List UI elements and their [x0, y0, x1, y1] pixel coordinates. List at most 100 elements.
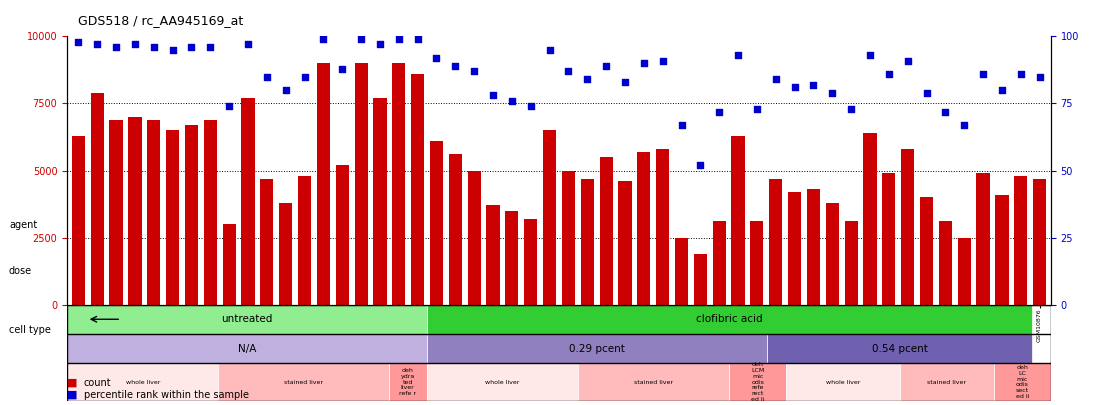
Point	[126, 41, 144, 48]
FancyBboxPatch shape	[67, 334, 427, 363]
Text: dose: dose	[9, 266, 32, 276]
Text: deh
ydra
ted
liver
refe r: deh ydra ted liver refe r	[399, 368, 416, 396]
Bar	[675, 238, 688, 305]
Bar	[505, 211, 519, 305]
Text: whole liver: whole liver	[125, 379, 160, 385]
Text: stained liver: stained liver	[634, 379, 673, 385]
Bar	[731, 136, 745, 305]
Bar	[995, 195, 1008, 305]
Point	[805, 81, 823, 88]
Bar	[599, 157, 613, 305]
Point	[691, 162, 709, 168]
FancyBboxPatch shape	[67, 305, 427, 334]
Point	[767, 76, 785, 83]
Bar	[920, 197, 934, 305]
Bar	[110, 119, 123, 305]
Point	[371, 41, 389, 48]
Point	[201, 44, 219, 50]
Bar	[280, 202, 292, 305]
Bar	[750, 222, 764, 305]
Point	[503, 98, 521, 104]
Point	[522, 103, 540, 109]
FancyBboxPatch shape	[994, 363, 1051, 401]
FancyBboxPatch shape	[427, 363, 578, 401]
FancyBboxPatch shape	[67, 363, 218, 401]
Text: deh
LCM
mic
odis
refe
rect
ed li: deh LCM mic odis refe rect ed li	[751, 362, 765, 402]
Point	[352, 36, 370, 43]
Point	[597, 63, 615, 69]
Bar	[976, 173, 989, 305]
Point	[69, 38, 87, 45]
Bar	[901, 149, 915, 305]
Bar	[203, 119, 217, 305]
FancyBboxPatch shape	[786, 363, 900, 401]
Bar	[788, 192, 802, 305]
Point	[314, 36, 332, 43]
Bar	[562, 171, 575, 305]
Bar	[807, 189, 819, 305]
Bar	[882, 173, 896, 305]
FancyBboxPatch shape	[900, 363, 994, 401]
Point	[635, 60, 653, 66]
Text: ■: ■	[67, 390, 77, 400]
Point	[390, 36, 408, 43]
Text: whole liver: whole liver	[485, 379, 520, 385]
Text: N/A: N/A	[238, 343, 256, 354]
Bar	[72, 136, 85, 305]
Point	[748, 106, 766, 112]
Bar	[1014, 176, 1027, 305]
Point	[729, 52, 747, 58]
Bar	[637, 152, 651, 305]
Text: agent: agent	[9, 220, 37, 230]
Point	[295, 73, 313, 80]
Point	[786, 84, 804, 91]
Text: untreated: untreated	[221, 314, 273, 324]
Bar	[392, 63, 406, 305]
Bar	[580, 179, 594, 305]
Point	[88, 41, 106, 48]
Text: clofibric acid: clofibric acid	[697, 314, 762, 324]
Text: cell type: cell type	[9, 325, 50, 335]
FancyBboxPatch shape	[427, 305, 1032, 334]
Point	[710, 108, 728, 115]
Point	[220, 103, 238, 109]
Text: 0.54 pcent: 0.54 pcent	[872, 343, 928, 354]
Text: deh
LC
mic
odis
sect
ed li: deh LC mic odis sect ed li	[1016, 365, 1030, 399]
Text: ■: ■	[67, 378, 77, 388]
Point	[937, 108, 955, 115]
Bar	[129, 117, 142, 305]
Point	[145, 44, 163, 50]
Bar	[694, 254, 707, 305]
Text: stained liver: stained liver	[284, 379, 323, 385]
FancyBboxPatch shape	[427, 334, 767, 363]
Point	[1031, 73, 1049, 80]
Bar	[769, 179, 783, 305]
Text: GDS518 / rc_AA945169_at: GDS518 / rc_AA945169_at	[78, 14, 244, 27]
FancyBboxPatch shape	[218, 363, 389, 401]
Point	[578, 76, 596, 83]
Bar	[260, 179, 274, 305]
Point	[616, 79, 634, 85]
Bar	[148, 119, 160, 305]
Point	[258, 73, 276, 80]
Bar	[543, 130, 556, 305]
Point	[446, 63, 464, 69]
Text: count: count	[84, 378, 112, 388]
Point	[974, 71, 992, 77]
Point	[861, 52, 879, 58]
FancyBboxPatch shape	[578, 363, 729, 401]
Point	[239, 41, 257, 48]
Point	[880, 71, 898, 77]
Text: 0.29 pcent: 0.29 pcent	[569, 343, 625, 354]
Point	[484, 92, 502, 99]
Point	[333, 65, 351, 72]
Point	[409, 36, 427, 43]
Bar	[939, 222, 951, 305]
Bar	[826, 202, 838, 305]
Bar	[184, 125, 198, 305]
Bar	[167, 130, 179, 305]
Point	[673, 122, 691, 128]
Bar	[448, 154, 462, 305]
Bar	[958, 238, 970, 305]
Bar	[354, 63, 368, 305]
